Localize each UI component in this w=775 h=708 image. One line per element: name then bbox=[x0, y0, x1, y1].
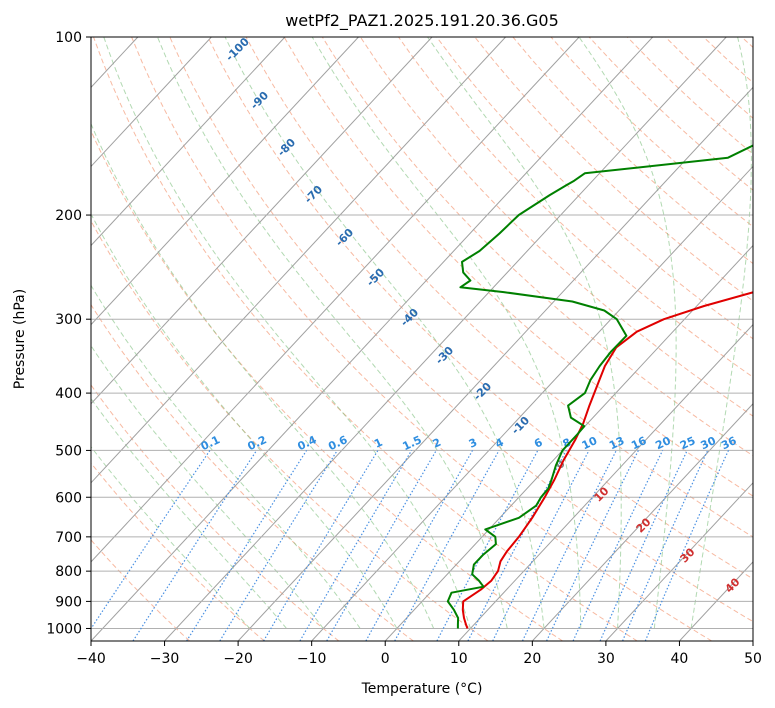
dry-adiabat bbox=[91, 219, 489, 641]
mixing-ratio-label: 36 bbox=[719, 434, 739, 452]
moist-adiabat bbox=[157, 37, 508, 629]
x-tick-label: −20 bbox=[223, 651, 253, 667]
isotherm-line bbox=[0, 37, 64, 641]
x-tick-label: 10 bbox=[450, 651, 468, 667]
x-tick-label: 40 bbox=[671, 651, 689, 667]
background-lines bbox=[0, 37, 753, 641]
mixing-ratio-label: 30 bbox=[699, 434, 719, 452]
moist-adiabat bbox=[427, 37, 622, 629]
dry-adiabat bbox=[398, 37, 753, 378]
y-tick-label: 900 bbox=[55, 594, 82, 610]
isotherm-line bbox=[91, 37, 212, 168]
mixing-ratio-line bbox=[521, 450, 617, 641]
isotherm-line bbox=[91, 37, 286, 247]
moist-adiabat bbox=[690, 37, 752, 629]
dry-adiabat bbox=[91, 384, 340, 641]
y-tick-label: 1000 bbox=[46, 621, 82, 637]
isotherm-line bbox=[91, 37, 580, 563]
moist-adiabat bbox=[91, 212, 398, 629]
dry-adiabat bbox=[131, 37, 712, 641]
dry-adiabat bbox=[93, 37, 638, 641]
mixing-ratio-line bbox=[262, 450, 379, 641]
y-tick-label: 500 bbox=[55, 443, 82, 459]
x-tick-label: −40 bbox=[76, 651, 106, 667]
plot-background bbox=[91, 37, 753, 641]
moist-adiabat bbox=[91, 284, 361, 629]
moist-adiabat bbox=[91, 344, 324, 629]
dry-adiabat bbox=[207, 37, 753, 580]
temperature-line bbox=[461, 291, 753, 629]
profile-lines bbox=[446, 144, 753, 629]
isotherm-line bbox=[164, 37, 727, 641]
x-tick-label: 30 bbox=[597, 651, 615, 667]
isotherm-line bbox=[605, 482, 753, 641]
isotherm-line bbox=[384, 244, 753, 641]
plot-frame bbox=[90, 36, 754, 642]
mixing-ratio-line bbox=[644, 450, 730, 641]
y-tick-label: 800 bbox=[55, 564, 82, 580]
mixing-ratio-line bbox=[492, 450, 590, 641]
dry-adiabat bbox=[321, 37, 753, 457]
y-tick-label: 400 bbox=[55, 386, 82, 402]
x-axis: −40 −30 −20 −10 0 10 20 30 40 50 bbox=[76, 641, 762, 667]
dry-adiabat bbox=[91, 539, 190, 641]
mixing-ratio-line bbox=[365, 450, 474, 641]
y-tick-label: 600 bbox=[55, 490, 82, 506]
x-axis-label: Temperature (°C) bbox=[361, 681, 483, 697]
mixing-ratio-line bbox=[436, 450, 539, 641]
dewpoint-line bbox=[446, 144, 753, 629]
mixing-ratio-line bbox=[622, 450, 709, 641]
mixing-ratio-label: 20 bbox=[653, 434, 673, 452]
isotherm-line bbox=[237, 86, 753, 641]
y-tick-label: 100 bbox=[55, 30, 82, 46]
moist-adiabat bbox=[311, 37, 582, 629]
dry-adiabat bbox=[436, 37, 753, 340]
moist-adiabat bbox=[91, 122, 435, 629]
isotherm-line bbox=[458, 323, 753, 641]
isotherm-line bbox=[311, 165, 753, 641]
moist-adiabat bbox=[91, 445, 251, 629]
x-tick-label: 50 bbox=[744, 651, 762, 667]
mixing-ratio-label: 10 bbox=[580, 434, 600, 452]
isotherm-line bbox=[91, 37, 359, 326]
x-tick-label: 20 bbox=[523, 651, 541, 667]
dry-adiabat bbox=[283, 37, 753, 497]
mixing-ratio-line bbox=[132, 450, 258, 641]
mixing-ratio-line bbox=[546, 450, 639, 641]
y-axis-label: Pressure (hPa) bbox=[12, 289, 28, 389]
isotherm-line bbox=[91, 37, 654, 641]
x-tick-label: −10 bbox=[297, 651, 327, 667]
y-axis: 100 200 300 400 500 600 700 800 900 1000 bbox=[46, 30, 91, 637]
isotherm-line bbox=[752, 640, 753, 641]
mixing-ratio-line bbox=[91, 450, 211, 630]
y-tick-label: 200 bbox=[55, 208, 82, 224]
isotherm-line bbox=[531, 402, 753, 641]
mixing-ratio-line bbox=[572, 450, 664, 641]
x-tick-label: −30 bbox=[150, 651, 180, 667]
chart-title: wetPf2_PAZ1.2025.191.20.36.G05 bbox=[285, 11, 559, 31]
moist-adiabat bbox=[224, 37, 545, 629]
isotherm-line bbox=[91, 37, 506, 484]
x-tick-label: 0 bbox=[381, 651, 390, 667]
isotherm-line bbox=[91, 37, 433, 405]
mixing-ratio-line bbox=[186, 450, 308, 641]
mixing-ratio-line bbox=[599, 450, 688, 641]
y-tick-label: 700 bbox=[55, 530, 82, 546]
mixing-ratio-label: 13 bbox=[607, 434, 626, 452]
mixing-ratio-label: 16 bbox=[629, 434, 649, 452]
moist-adiabat bbox=[578, 37, 677, 629]
y-tick-label: 300 bbox=[55, 312, 82, 328]
mixing-ratio-line bbox=[394, 450, 500, 641]
dry-adiabat bbox=[91, 129, 563, 641]
dry-adiabat bbox=[91, 462, 265, 641]
mixing-ratio-line bbox=[219, 450, 338, 641]
mixing-ratio-label: 25 bbox=[678, 434, 697, 452]
moist-adiabat bbox=[103, 37, 471, 629]
